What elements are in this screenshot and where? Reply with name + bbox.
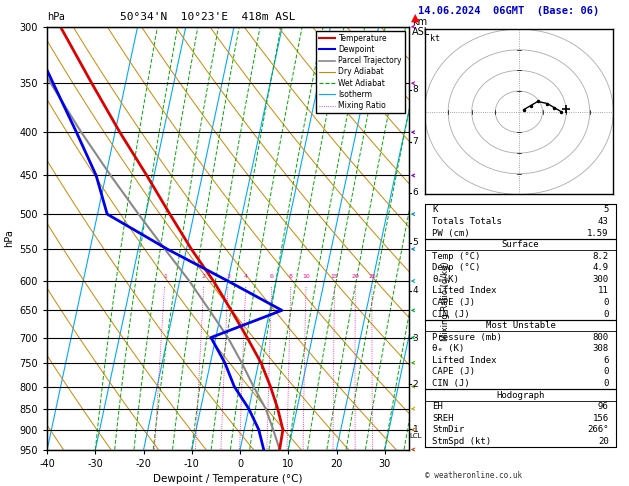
Text: 800: 800 [593,333,609,342]
Text: 25: 25 [368,274,376,279]
Text: 1: 1 [413,425,418,434]
Text: 4.9: 4.9 [593,263,609,272]
Text: SREH: SREH [432,414,454,423]
Text: 1: 1 [163,274,167,279]
Text: CAPE (J): CAPE (J) [432,367,476,376]
Text: PW (cm): PW (cm) [432,228,470,238]
Text: © weatheronline.co.uk: © weatheronline.co.uk [425,471,521,480]
Text: 300: 300 [593,275,609,284]
Text: Hodograph: Hodograph [496,391,545,399]
Text: θₑ (K): θₑ (K) [432,344,464,353]
Text: Most Unstable: Most Unstable [486,321,555,330]
Text: 8: 8 [413,85,418,94]
Text: 8: 8 [289,274,293,279]
Text: 0: 0 [603,367,609,376]
Text: 4: 4 [244,274,248,279]
Legend: Temperature, Dewpoint, Parcel Trajectory, Dry Adiabat, Wet Adiabat, Isotherm, Mi: Temperature, Dewpoint, Parcel Trajectory… [316,31,405,113]
Text: StmSpd (kt): StmSpd (kt) [432,437,491,446]
Text: 266°: 266° [587,425,609,434]
Text: Totals Totals: Totals Totals [432,217,502,226]
Text: 7: 7 [413,138,418,146]
Text: 308: 308 [593,344,609,353]
Text: 3: 3 [413,333,418,343]
Text: 0: 0 [603,310,609,318]
Text: 0: 0 [603,298,609,307]
Text: 10: 10 [303,274,310,279]
Text: Temp (°C): Temp (°C) [432,252,481,260]
Text: CIN (J): CIN (J) [432,310,470,318]
Text: 6: 6 [413,189,418,197]
Text: Dewp (°C): Dewp (°C) [432,263,481,272]
Text: 6: 6 [270,274,274,279]
Text: 6: 6 [603,356,609,365]
Text: 156: 156 [593,414,609,423]
Text: 96: 96 [598,402,609,411]
Text: Surface: Surface [502,240,539,249]
Text: 0: 0 [603,379,609,388]
Text: CIN (J): CIN (J) [432,379,470,388]
Text: 15: 15 [331,274,338,279]
Text: Lifted Index: Lifted Index [432,356,497,365]
Text: 20: 20 [352,274,359,279]
Y-axis label: hPa: hPa [4,229,14,247]
Text: LCL: LCL [409,433,422,439]
Text: 2: 2 [202,274,206,279]
Text: EH: EH [432,402,443,411]
Text: 11: 11 [598,286,609,295]
Text: 43: 43 [598,217,609,226]
Text: K: K [432,206,438,214]
Text: 50°34'N  10°23'E  418m ASL: 50°34'N 10°23'E 418m ASL [120,12,295,22]
Text: 5: 5 [603,206,609,214]
Text: 4: 4 [413,286,418,295]
Text: StmDir: StmDir [432,425,464,434]
Text: Mixing Ratio (g/kg): Mixing Ratio (g/kg) [440,262,450,341]
Text: 2: 2 [413,380,418,389]
Text: km: km [412,17,427,27]
Text: 5: 5 [413,238,418,247]
Text: 20: 20 [598,437,609,446]
Text: θₑ(K): θₑ(K) [432,275,459,284]
Text: Pressure (mb): Pressure (mb) [432,333,502,342]
Text: kt: kt [430,34,440,43]
Text: ASL: ASL [412,27,430,37]
Text: 3: 3 [226,274,230,279]
Text: ▲: ▲ [411,12,420,22]
Text: 14.06.2024  06GMT  (Base: 06): 14.06.2024 06GMT (Base: 06) [418,6,599,16]
Text: 8.2: 8.2 [593,252,609,260]
Text: CAPE (J): CAPE (J) [432,298,476,307]
Text: Lifted Index: Lifted Index [432,286,497,295]
Text: hPa: hPa [47,12,65,22]
X-axis label: Dewpoint / Temperature (°C): Dewpoint / Temperature (°C) [153,474,303,484]
Text: 1.59: 1.59 [587,228,609,238]
